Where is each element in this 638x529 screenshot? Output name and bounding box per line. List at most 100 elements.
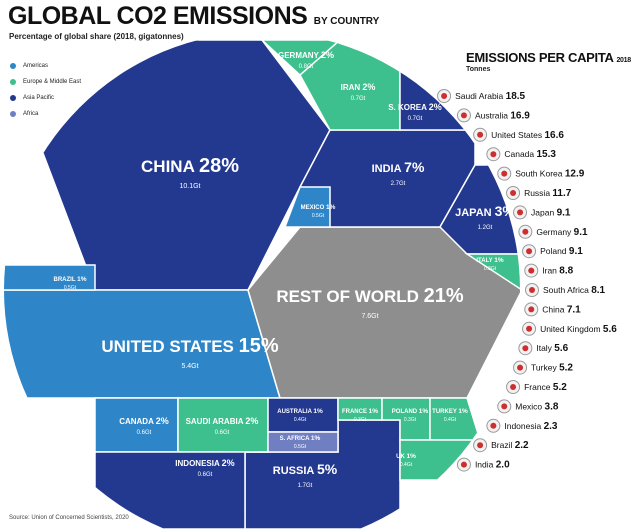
flag-emblem-icon [510,384,517,390]
per-capita-value: 5.2 [553,382,567,393]
per-capita-row-germany: Germany 9.1 [518,224,588,239]
per-capita-value: 7.1 [567,304,581,315]
cell-name: POLAND [392,409,419,415]
legend-swatch [10,63,16,69]
per-capita-row-poland: Poland 9.1 [522,244,583,259]
per-capita-value: 5.6 [554,343,568,354]
per-capita-value: 16.9 [510,110,530,121]
per-capita-label: Turkey 5.2 [531,363,573,374]
flag-emblem-icon [517,209,524,216]
per-capita-value: 8.8 [559,266,573,277]
cell-percent: 2% [222,458,235,468]
per-capita-country: Indonesia [504,421,543,431]
per-capita-label: Iran 8.8 [542,266,573,277]
cell-value-mexico: 0.5Gt [312,213,325,219]
per-capita-value: 15.3 [537,149,557,160]
per-capita-country: South Korea [515,169,565,179]
cell-label-japan: JAPAN 3% [455,203,515,219]
per-capita-unit: Tonnes [466,66,491,73]
per-capita-title-year: 2018 [616,57,631,64]
cell-value-s-korea: 0.7Gt [408,116,423,122]
cell-label-mexico: MEXICO 1% [301,204,336,211]
flag-emblem-icon [526,325,533,332]
legend-label: Africa [23,111,39,117]
per-capita-row-china: China 7.1 [524,302,581,317]
cell-label-united-states: UNITED STATES 15% [101,335,279,357]
cell-name: AUSTRALIA [277,409,313,415]
per-capita-label: South Korea 12.9 [515,169,585,180]
cell-percent: 2% [429,102,442,112]
cell-label-france: FRANCE 1% [342,408,378,415]
cell-label-rest-of-world: REST OF WORLD 21% [276,285,464,307]
cell-value-indonesia: 0.6Gt [198,472,213,478]
per-capita-value: 2.0 [496,460,510,471]
cell-value-united-states: 5.4Gt [181,363,198,370]
cell-name: JAPAN [455,207,495,219]
legend-item-asia: Asia Pacific [10,90,81,106]
cell-mexico [283,186,331,228]
chart-subtitle: Percentage of global share (2018, gigato… [9,32,184,41]
per-capita-label: Poland 9.1 [540,246,583,257]
per-capita-label: United States 16.6 [491,130,564,141]
per-capita-label: India 2.0 [475,460,510,471]
per-capita-row-japan: Japan 9.1 [513,205,571,220]
per-capita-value: 9.1 [569,246,583,257]
cell-name: ITALY [476,258,494,264]
per-capita-row-australia: Australia 16.9 [456,108,530,123]
chart-title-suffix: BY COUNTRY [313,16,380,27]
flag-emblem-icon [522,345,529,352]
cell-value-rest-of-world: 7.6Gt [361,313,378,320]
per-capita-country: Italy [536,343,554,353]
per-capita-country: India [475,460,496,470]
chart-title-main: GLOBAL CO2 EMISSIONS [8,2,308,30]
flag-emblem-icon [522,228,529,235]
per-capita-country: Mexico [515,401,544,411]
cell-label-india: INDIA 7% [372,159,425,175]
per-capita-value: 5.6 [603,324,617,335]
cell-value-brazil: 0.5Gt [64,285,77,291]
cell-percent: 21% [424,285,464,307]
cell-label-germany: GERMANY 2% [278,50,334,60]
per-capita-country: Russia [524,188,552,198]
per-capita-value: 2.3 [544,421,558,432]
cell-label-poland: POLAND 1% [392,408,429,415]
per-capita-label: Russia 11.7 [524,188,572,199]
cell-value-china: 10.1Gt [179,183,200,190]
cell-label-italy: ITALY 1% [476,257,504,264]
cell-percent: 15% [239,335,279,357]
cell-name: GERMANY [278,51,321,60]
per-capita-row-indonesia: Indonesia 2.3 [486,418,558,433]
per-capita-country: Turkey [531,363,559,373]
per-capita-row-france: France 5.2 [506,380,567,394]
treemap-labels: CHINA 28% 10.1Gt UNITED STATES 15% 5.4Gt RES… [54,50,516,489]
cell-label-indonesia: INDONESIA 2% [175,458,234,468]
cell-value-s-africa: 0.5Gt [294,444,307,450]
flag-emblem-icon [460,461,467,468]
per-capita-country: Iran [542,266,559,276]
cell-label-s-africa: S. AFRICA 1% [280,435,321,442]
legend-swatch [10,95,16,101]
cell-name: UNITED STATES [101,337,238,356]
per-capita-country: Canada [504,149,536,159]
flag-emblem-icon [477,131,484,138]
cell-name: MEXICO [301,205,326,211]
per-capita-label: Brazil 2.2 [491,440,529,451]
per-capita-row-saudi-arabia: Saudi Arabia 18.5 [437,89,526,103]
cell-label-saudi-arabia: SAUDI ARABIA 2% [186,416,259,426]
cell-name: CHINA [141,157,199,176]
cell-value-canada: 0.6Gt [137,430,152,436]
per-capita-country: Saudi Arabia [455,91,506,101]
cell-percent: 2% [321,50,334,60]
per-capita-title: EMISSIONS PER CAPITA 2018 [466,50,631,65]
cell-value-japan: 1.2Gt [478,225,493,231]
flag-emblem-icon [510,190,517,196]
cell-name: RUSSIA [273,465,317,477]
cell-value-australia: 0.4Gt [294,417,307,423]
legend-swatch [10,111,16,117]
per-capita-value: 2.2 [515,440,529,451]
per-capita-label: China 7.1 [542,304,581,315]
legend-item-africa: Africa [10,106,81,122]
cell-percent: 7% [404,159,425,175]
per-capita-row-south-africa: South Africa 8.1 [525,283,606,297]
legend-label: Europe & Middle East [23,79,82,85]
